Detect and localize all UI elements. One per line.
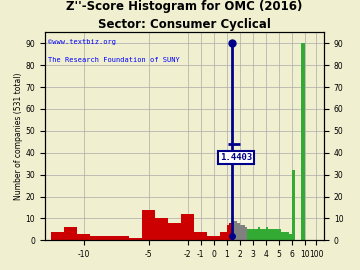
- Bar: [250, 229, 253, 240]
- Bar: [279, 229, 281, 240]
- Bar: [263, 229, 266, 240]
- Y-axis label: Number of companies (531 total): Number of companies (531 total): [14, 73, 23, 200]
- Bar: [289, 234, 292, 240]
- Bar: [292, 170, 295, 240]
- Bar: [286, 232, 289, 240]
- Bar: [260, 229, 263, 240]
- Bar: [227, 225, 229, 240]
- Bar: [129, 238, 142, 240]
- Bar: [258, 227, 260, 240]
- Bar: [271, 229, 273, 240]
- Bar: [142, 210, 155, 240]
- Bar: [253, 229, 255, 240]
- Bar: [51, 232, 64, 240]
- Text: The Research Foundation of SUNY: The Research Foundation of SUNY: [48, 57, 180, 63]
- Bar: [116, 236, 129, 240]
- Bar: [207, 236, 220, 240]
- Text: 1.4403: 1.4403: [220, 153, 252, 162]
- Bar: [103, 236, 116, 240]
- Bar: [301, 43, 305, 240]
- Bar: [276, 229, 279, 240]
- Bar: [194, 232, 207, 240]
- Bar: [284, 232, 286, 240]
- Title: Z''-Score Histogram for OMC (2016)
Sector: Consumer Cyclical: Z''-Score Histogram for OMC (2016) Secto…: [66, 0, 303, 31]
- Bar: [229, 223, 232, 240]
- Bar: [64, 227, 77, 240]
- Bar: [168, 223, 181, 240]
- Bar: [90, 236, 103, 240]
- Text: ©www.textbiz.org: ©www.textbiz.org: [48, 39, 116, 45]
- Bar: [242, 225, 245, 240]
- Bar: [155, 218, 168, 240]
- Bar: [266, 227, 268, 240]
- Bar: [181, 214, 194, 240]
- Bar: [220, 232, 227, 240]
- Bar: [237, 223, 240, 240]
- Bar: [245, 227, 247, 240]
- Bar: [232, 221, 234, 240]
- Bar: [268, 229, 271, 240]
- Bar: [234, 221, 237, 240]
- Bar: [77, 234, 90, 240]
- Bar: [255, 229, 258, 240]
- Bar: [240, 225, 242, 240]
- Bar: [247, 229, 250, 240]
- Bar: [281, 232, 284, 240]
- Bar: [273, 229, 276, 240]
